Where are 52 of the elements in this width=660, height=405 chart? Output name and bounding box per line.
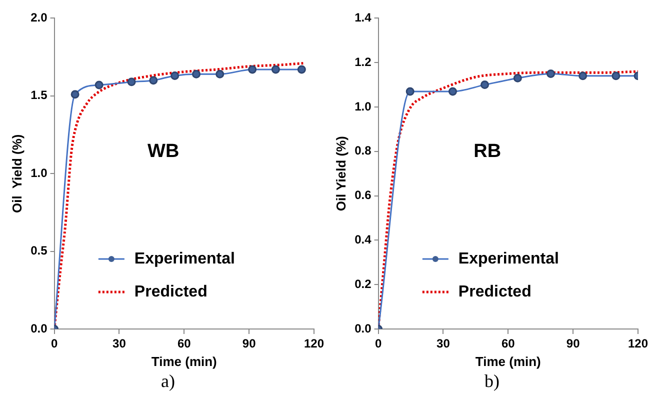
y-axis-title: Oil Yield (%) bbox=[333, 136, 348, 212]
point bbox=[94, 80, 104, 90]
y-tick-label: 1.5 bbox=[30, 88, 48, 102]
point bbox=[127, 78, 136, 86]
y-tick-label: 1.0 bbox=[30, 166, 48, 180]
y-tick-label: 0.2 bbox=[354, 276, 372, 291]
x-tick-label: 60 bbox=[177, 336, 192, 351]
y-tick-label: 0.4 bbox=[354, 232, 372, 247]
point bbox=[406, 87, 414, 96]
point bbox=[546, 69, 556, 78]
x-tick-label: 60 bbox=[501, 336, 516, 351]
y-axis-title: Oil Yield (%) bbox=[9, 134, 24, 213]
legend-label: Predicted bbox=[458, 283, 532, 300]
y-tick-label: 0.5 bbox=[30, 244, 48, 258]
point bbox=[70, 90, 80, 99]
y-tick-label: 1.0 bbox=[354, 99, 372, 114]
annotation: WB bbox=[148, 141, 180, 162]
x-tick-label: 30 bbox=[436, 336, 450, 351]
point bbox=[297, 65, 306, 74]
text: b) bbox=[484, 370, 500, 392]
y-tick-label: 1.4 bbox=[354, 10, 372, 25]
point bbox=[149, 76, 158, 85]
x-tick-label: 90 bbox=[242, 336, 256, 351]
point bbox=[216, 70, 224, 78]
point bbox=[612, 72, 620, 80]
y-tick-label: 0.0 bbox=[30, 321, 48, 336]
point bbox=[448, 87, 457, 96]
point bbox=[248, 65, 257, 74]
point bbox=[192, 70, 201, 78]
point bbox=[578, 72, 588, 80]
y-tick-label: 0.6 bbox=[354, 188, 372, 202]
x-tick-label: 90 bbox=[566, 336, 580, 351]
x-tick-label: 0 bbox=[374, 336, 382, 351]
legend-label: Predicted bbox=[134, 283, 208, 300]
x-axis-title: Time (min) bbox=[475, 354, 541, 369]
x-axis-title: Time (min) bbox=[151, 354, 217, 369]
y-tick-label: 2.0 bbox=[30, 10, 48, 25]
legend-label: Experimental bbox=[134, 250, 235, 268]
y-tick-label: 0.0 bbox=[354, 321, 372, 336]
point bbox=[170, 71, 180, 80]
x-tick-label: 0 bbox=[50, 336, 58, 351]
legend-label: Experimental bbox=[458, 250, 559, 268]
y-tick-label: 0.8 bbox=[354, 144, 372, 158]
x-tick-label: 120 bbox=[304, 336, 324, 351]
point bbox=[513, 74, 522, 82]
point bbox=[271, 65, 280, 74]
y-tick-label: 1.2 bbox=[354, 54, 372, 69]
x-tick-label: 30 bbox=[112, 336, 126, 351]
point bbox=[480, 80, 490, 90]
text: a) bbox=[161, 370, 175, 392]
annotation: RB bbox=[474, 141, 502, 162]
x-tick-label: 120 bbox=[628, 336, 648, 351]
